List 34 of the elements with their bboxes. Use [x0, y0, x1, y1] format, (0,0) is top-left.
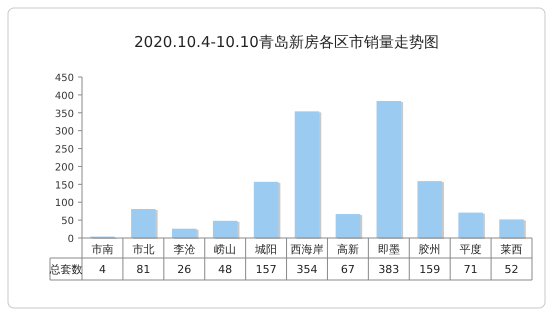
x-tick-label: 市北 [132, 243, 154, 256]
data-label: 157 [256, 263, 277, 276]
x-tick-label: 高新 [336, 243, 359, 256]
data-label: 354 [296, 263, 318, 276]
x-tick-label: 莱西 [500, 243, 523, 256]
y-tick-label: 250 [54, 144, 74, 156]
y-tick-label: 400 [54, 90, 74, 102]
data-label: 67 [340, 263, 355, 276]
x-tick-label: 李沧 [173, 243, 196, 256]
x-tick-label: 即墨 [378, 243, 400, 256]
y-tick-label: 50 [61, 216, 74, 228]
x-tick-label: 胶州 [418, 243, 441, 256]
data-label: 81 [136, 263, 150, 276]
data-label: 71 [464, 263, 478, 276]
x-tick-label: 城阳 [254, 243, 278, 256]
data-label: 383 [378, 263, 400, 276]
y-tick-label: 0 [68, 234, 74, 245]
x-tick-label: 崂山 [214, 243, 236, 256]
x-tick-label: 西海岸 [290, 243, 324, 256]
data-label: 26 [177, 263, 192, 276]
y-tick-label: 200 [54, 162, 74, 174]
y-tick-label: 350 [54, 108, 74, 120]
y-tick-label: 450 [54, 73, 74, 84]
y-tick-label: 300 [54, 126, 74, 138]
y-tick-label: 150 [54, 180, 74, 192]
x-tick-label: 市南 [91, 243, 114, 256]
data-label: 4 [98, 263, 106, 276]
text: 总套数 [48, 263, 82, 276]
x-tick-label: 平度 [460, 243, 482, 256]
data-label: 52 [504, 263, 519, 276]
data-label: 48 [218, 263, 232, 276]
y-tick-label: 100 [54, 198, 74, 210]
data-label: 159 [419, 263, 440, 276]
chart-title: 2020.10.4-10.10青岛新房各区市销量走势图 [134, 33, 439, 51]
